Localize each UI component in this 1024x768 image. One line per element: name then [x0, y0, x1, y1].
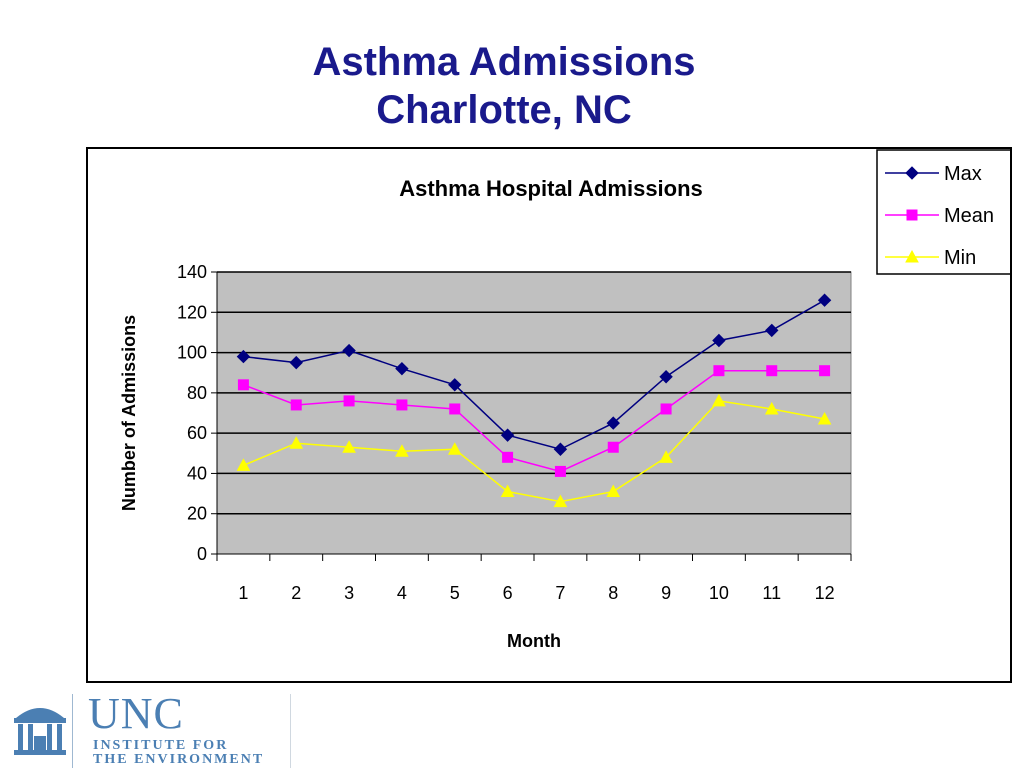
- data-point-mean: [290, 399, 302, 411]
- data-point-max: [236, 349, 251, 364]
- y-axis-label: Number of Admissions: [119, 315, 139, 511]
- x-tick-label: 8: [608, 583, 618, 603]
- x-tick-label: 1: [238, 583, 248, 603]
- data-point-max: [342, 343, 356, 358]
- old-well-icon: [14, 708, 66, 755]
- logo: [8, 690, 298, 768]
- logo-unc-text: UNC: [88, 689, 184, 738]
- data-point-mean: [554, 465, 566, 477]
- legend-label-max: Max: [944, 163, 982, 185]
- x-tick-label: 5: [450, 583, 460, 603]
- plot-area: [216, 271, 852, 555]
- data-point-min: [447, 442, 462, 455]
- data-point-mean: [713, 365, 725, 377]
- series-line-mean: [243, 369, 825, 473]
- data-point-max: [553, 442, 568, 456]
- data-point-min: [500, 484, 515, 498]
- series-line-max: [243, 299, 825, 451]
- data-point-max: [500, 428, 515, 442]
- logo-divider: [72, 694, 73, 768]
- x-tick-label: 11: [762, 583, 781, 603]
- data-point-mean: [766, 365, 778, 377]
- data-point-min: [289, 436, 304, 449]
- x-tick-label: 10: [709, 583, 729, 603]
- x-axis-label: Month: [507, 631, 561, 651]
- data-point-mean: [449, 403, 461, 415]
- y-tick-label: 140: [177, 262, 207, 282]
- series-line-min: [243, 400, 825, 503]
- data-point-min: [606, 484, 621, 498]
- slide-title-line1: Asthma Admissions: [312, 40, 696, 84]
- data-point-min: [764, 401, 779, 415]
- logo-line1: INSTITUTE FOR: [93, 738, 229, 753]
- data-point-min: [659, 450, 673, 463]
- data-point-mean: [607, 441, 619, 453]
- data-point-mean: [396, 399, 408, 411]
- data-point-max: [817, 293, 832, 307]
- data-point-mean: [502, 451, 514, 463]
- data-point-mean: [660, 403, 672, 415]
- data-point-mean: [343, 395, 355, 407]
- y-tick-label: 100: [177, 343, 207, 363]
- legend-marker-mean: [906, 209, 918, 221]
- x-tick-label: 9: [661, 583, 671, 603]
- data-point-min: [342, 440, 356, 453]
- y-tick-label: 120: [177, 302, 207, 322]
- legend-marker-max: [905, 166, 919, 180]
- slide-title: Asthma Admissions Charlotte, NC: [0, 38, 1008, 134]
- legend-marker-min: [905, 249, 919, 263]
- data-point-min: [236, 458, 251, 471]
- y-tick-label: 20: [187, 504, 207, 524]
- data-point-max: [606, 416, 620, 430]
- data-point-mean: [819, 365, 831, 377]
- data-point-max: [395, 361, 409, 376]
- data-point-min: [395, 444, 409, 457]
- x-tick-label: 6: [503, 583, 513, 603]
- data-point-max: [289, 355, 303, 370]
- data-point-max: [765, 323, 779, 338]
- y-tick-label: 0: [197, 544, 207, 564]
- x-tick-label: 4: [397, 583, 407, 603]
- y-tick-label: 40: [187, 463, 207, 483]
- chart-frame: 0 20 40 60 80 100 120 140 1 2 3 4 5 6 7 8 9 10 11 12 Asthma …: [86, 147, 1012, 683]
- chart-title: Asthma Hospital Admissions: [399, 176, 703, 201]
- x-tick-label: 7: [555, 583, 565, 603]
- x-tick-label: 2: [291, 583, 301, 603]
- data-point-min: [817, 411, 832, 425]
- slide-title-line2: Charlotte, NC: [376, 88, 632, 132]
- x-tick-label: 12: [815, 583, 835, 603]
- logo-line2: THE ENVIRONMENT: [93, 752, 265, 767]
- data-point-mean: [237, 379, 249, 391]
- data-point-max: [659, 370, 673, 384]
- legend-label-mean: Mean: [944, 205, 994, 227]
- y-tick-label: 60: [187, 423, 207, 443]
- legend: [876, 149, 1010, 275]
- logo-divider-right: [290, 694, 291, 768]
- data-point-max: [712, 333, 726, 348]
- data-point-min: [712, 393, 726, 407]
- x-tick-label: 3: [344, 583, 354, 603]
- legend-label-min: Min: [944, 247, 976, 269]
- data-point-max: [448, 378, 462, 392]
- y-tick-label: 80: [187, 383, 207, 403]
- data-point-min: [553, 494, 568, 508]
